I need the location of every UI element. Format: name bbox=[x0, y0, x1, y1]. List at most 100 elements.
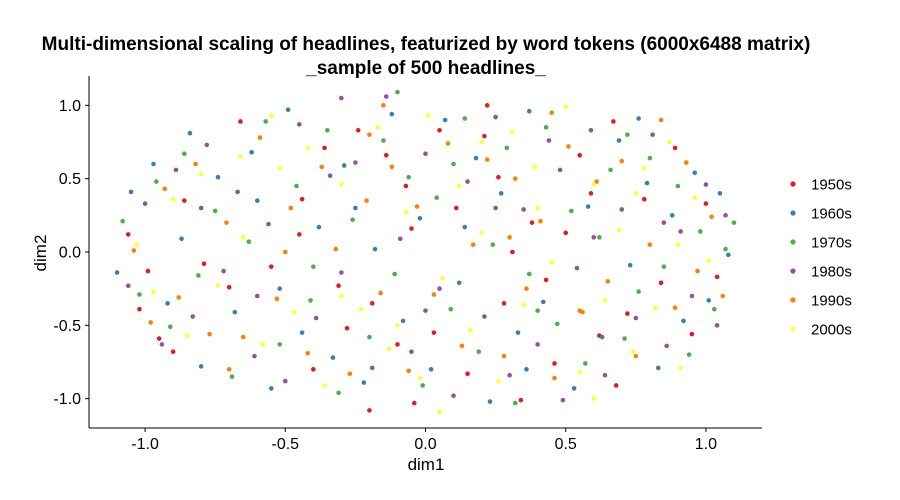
data-point bbox=[274, 296, 280, 302]
data-point bbox=[305, 350, 311, 356]
data-point bbox=[647, 155, 653, 161]
data-point bbox=[423, 308, 428, 313]
data-point bbox=[602, 298, 608, 303]
data-point bbox=[479, 139, 484, 145]
data-point bbox=[524, 367, 529, 372]
data-point bbox=[358, 306, 364, 312]
data-point bbox=[397, 236, 403, 242]
y-tick-label: -0.5 bbox=[53, 318, 81, 335]
data-point bbox=[420, 383, 425, 388]
data-point bbox=[633, 315, 639, 321]
x-tick-label: -1.0 bbox=[131, 436, 159, 453]
data-point bbox=[367, 132, 372, 137]
series-1960s bbox=[114, 107, 731, 404]
data-point bbox=[633, 353, 639, 359]
y-tick-label: 0.0 bbox=[59, 245, 81, 262]
data-point bbox=[655, 365, 661, 371]
data-point bbox=[549, 110, 554, 115]
data-point bbox=[526, 271, 532, 277]
data-point bbox=[319, 164, 325, 170]
data-point bbox=[521, 302, 526, 308]
data-point bbox=[723, 213, 728, 218]
data-point bbox=[726, 252, 731, 258]
data-point bbox=[650, 132, 655, 137]
data-point bbox=[263, 119, 268, 124]
data-point bbox=[608, 167, 613, 173]
series-1950s bbox=[125, 103, 720, 413]
data-point bbox=[644, 180, 650, 186]
data-point bbox=[182, 198, 187, 203]
data-point bbox=[510, 129, 515, 135]
data-point bbox=[198, 171, 204, 177]
data-point bbox=[128, 189, 134, 195]
data-point bbox=[361, 380, 367, 385]
data-point bbox=[426, 113, 431, 118]
data-point bbox=[731, 220, 737, 225]
data-point bbox=[406, 174, 411, 180]
data-point bbox=[574, 265, 580, 271]
data-point bbox=[327, 173, 333, 179]
data-point bbox=[395, 323, 400, 328]
data-point bbox=[297, 232, 302, 237]
data-point bbox=[591, 235, 597, 240]
data-point bbox=[482, 314, 487, 319]
data-point bbox=[339, 270, 344, 275]
data-point bbox=[540, 299, 546, 305]
data-point bbox=[706, 298, 712, 303]
legend-key bbox=[790, 181, 796, 187]
data-point bbox=[198, 364, 204, 369]
data-point bbox=[622, 336, 627, 341]
data-point bbox=[137, 292, 142, 297]
data-point bbox=[619, 207, 625, 212]
data-point bbox=[339, 95, 344, 101]
data-point bbox=[347, 371, 353, 377]
data-point bbox=[350, 217, 355, 223]
data-point bbox=[268, 386, 274, 391]
data-point bbox=[560, 397, 566, 403]
data-point bbox=[465, 179, 470, 184]
data-point bbox=[308, 298, 313, 303]
data-point bbox=[383, 152, 389, 158]
data-point bbox=[389, 111, 395, 117]
data-point bbox=[125, 232, 131, 237]
chart-subtitle: _sample of 500 headlines_ bbox=[305, 58, 546, 79]
data-point bbox=[339, 182, 344, 187]
legend-label: 1970s bbox=[811, 235, 852, 252]
data-point bbox=[692, 195, 697, 201]
data-point bbox=[294, 183, 299, 189]
data-point bbox=[571, 386, 577, 391]
data-point bbox=[254, 293, 260, 299]
series-1980s bbox=[125, 94, 728, 403]
data-point bbox=[389, 164, 395, 170]
data-point bbox=[672, 145, 678, 151]
data-point bbox=[400, 318, 406, 324]
data-point bbox=[703, 182, 709, 187]
data-point bbox=[316, 224, 322, 230]
data-point bbox=[196, 273, 201, 278]
data-point bbox=[369, 365, 375, 371]
y-tick-label: 0.5 bbox=[59, 171, 81, 188]
data-point bbox=[282, 378, 288, 384]
data-point bbox=[723, 246, 728, 252]
data-point bbox=[698, 229, 703, 234]
data-point bbox=[336, 390, 341, 396]
data-point bbox=[369, 301, 375, 306]
data-point bbox=[549, 259, 554, 265]
data-point bbox=[465, 371, 470, 377]
data-point bbox=[297, 122, 302, 127]
data-point bbox=[484, 103, 490, 108]
data-point bbox=[440, 276, 445, 281]
data-point bbox=[661, 220, 667, 225]
data-point bbox=[170, 349, 176, 355]
data-point bbox=[437, 127, 442, 133]
series-1990s bbox=[131, 103, 726, 381]
data-point bbox=[204, 142, 210, 148]
data-point bbox=[703, 201, 709, 206]
data-point bbox=[131, 248, 137, 253]
series-2000s bbox=[134, 104, 712, 415]
data-point bbox=[543, 277, 549, 283]
data-point bbox=[552, 361, 557, 366]
data-point bbox=[709, 214, 714, 220]
data-point bbox=[232, 309, 238, 315]
data-point bbox=[403, 210, 409, 215]
